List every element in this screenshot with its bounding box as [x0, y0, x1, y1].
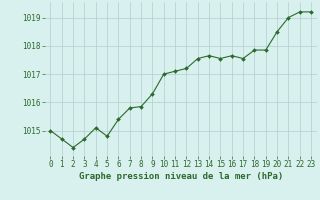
X-axis label: Graphe pression niveau de la mer (hPa): Graphe pression niveau de la mer (hPa) — [79, 172, 283, 181]
